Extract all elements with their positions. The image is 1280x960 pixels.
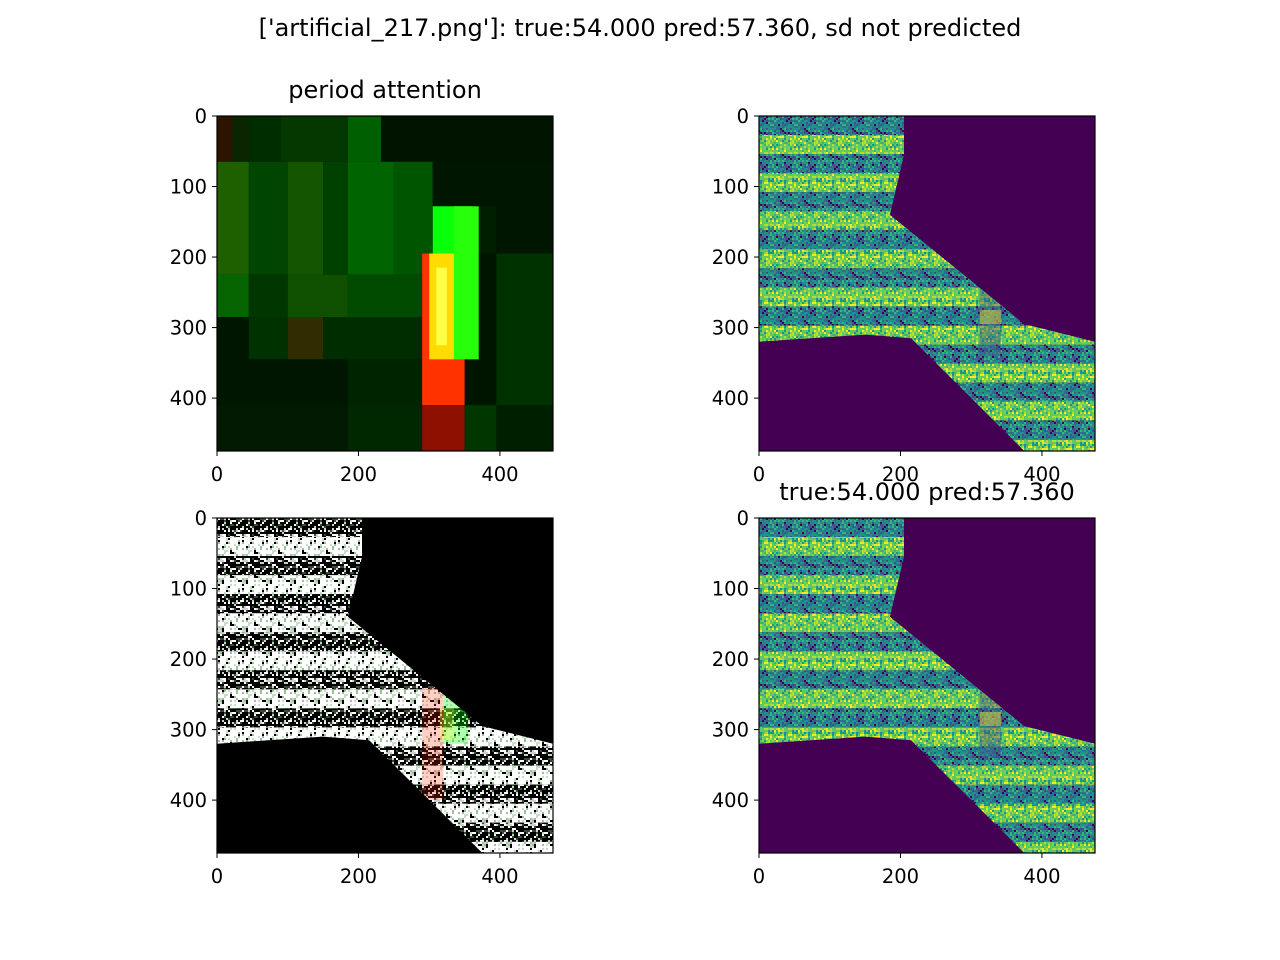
attention-block-25	[347, 359, 423, 406]
attention-block-26	[217, 405, 348, 451]
prediction-image-local-highlight	[979, 711, 1001, 727]
x-tick-label-0-1: 200	[340, 463, 377, 486]
attention-block-18	[347, 274, 423, 317]
axes-frame-3	[758, 517, 1096, 854]
x-tick-label-0-0: 0	[211, 463, 223, 486]
x-tick-label-2-0: 0	[211, 865, 223, 888]
y-tick-label-1-1: 100	[712, 176, 749, 199]
attention-block-10	[347, 161, 394, 275]
attention-block-27	[347, 405, 423, 451]
attention-block-34	[422, 405, 465, 451]
attention-block-32	[436, 267, 447, 346]
y-tick-label-0-1: 100	[170, 176, 207, 199]
y-tick-label-1-2: 200	[712, 246, 749, 269]
attention-overlay	[217, 518, 553, 853]
y-tick-label-0-3: 300	[170, 317, 207, 340]
y-tick-label-2-4: 400	[170, 789, 207, 812]
attention-block-20	[248, 317, 288, 360]
attention-block-4	[347, 116, 382, 162]
axes-frame-2	[216, 517, 554, 854]
input-image-local-highlight	[979, 309, 1001, 325]
x-tick-label-0-2: 400	[481, 463, 518, 486]
attention-block-24	[217, 359, 348, 406]
overlay-red-patch	[422, 687, 444, 801]
y-tick-label-0-4: 400	[170, 387, 207, 410]
x-tick-label-1-0: 0	[753, 463, 765, 486]
attention-block-8	[287, 161, 324, 275]
overlay-yellow-patch	[439, 708, 454, 741]
attention-block-15	[217, 274, 249, 317]
axes-frame-1	[758, 115, 1096, 452]
y-tick-label-2-1: 100	[170, 578, 207, 601]
y-tick-label-3-4: 400	[712, 789, 749, 812]
input-image	[759, 116, 1095, 451]
panel-title-3: true:54.000 pred:57.360	[779, 478, 1075, 506]
y-tick-label-2-0: 0	[195, 507, 207, 530]
attention-block-16	[248, 274, 288, 317]
y-tick-label-2-3: 300	[170, 719, 207, 742]
x-tick-label-3-1: 200	[882, 865, 919, 888]
y-tick-label-3-1: 100	[712, 578, 749, 601]
x-tick-label-2-1: 200	[340, 865, 377, 888]
y-tick-label-1-0: 0	[737, 105, 749, 128]
prediction-image	[759, 518, 1095, 853]
attention-block-29	[496, 405, 553, 451]
attention-block-9	[323, 161, 348, 275]
y-tick-label-2-2: 200	[170, 648, 207, 671]
y-tick-label-0-0: 0	[195, 105, 207, 128]
attention-block-2	[248, 116, 281, 162]
y-tick-label-1-3: 300	[712, 317, 749, 340]
y-tick-label-3-2: 200	[712, 648, 749, 671]
y-tick-label-3-3: 300	[712, 719, 749, 742]
axes-frame-0	[216, 115, 554, 452]
attention-block-17	[287, 274, 348, 317]
attention-block-33	[453, 206, 479, 360]
y-tick-label-3-0: 0	[737, 507, 749, 530]
x-tick-label-3-2: 400	[1023, 865, 1060, 888]
attention-block-21	[287, 317, 324, 360]
attention-block-19	[217, 317, 249, 360]
input-image-local-patch	[979, 285, 1001, 356]
y-tick-label-1-4: 400	[712, 387, 749, 410]
attention-block-7	[248, 161, 288, 275]
panel-title-0: period attention	[288, 76, 482, 104]
x-tick-label-1-1: 200	[882, 463, 919, 486]
figure-suptitle: ['artificial_217.png']: true:54.000 pred…	[258, 14, 1022, 42]
attention-block-1	[232, 116, 249, 162]
attention-heatmap	[217, 116, 553, 451]
attention-block-3	[280, 116, 348, 162]
attention-block-5	[381, 116, 553, 162]
attention-block-23	[496, 253, 553, 406]
attention-block-28	[464, 405, 497, 451]
x-tick-label-2-2: 400	[481, 865, 518, 888]
attention-block-6	[217, 161, 249, 275]
attention-block-0	[217, 116, 233, 162]
attention-block-22	[323, 317, 423, 360]
y-tick-label-0-2: 200	[170, 246, 207, 269]
x-tick-label-3-0: 0	[753, 865, 765, 888]
prediction-image-local-patch	[979, 687, 1001, 758]
x-tick-label-1-2: 400	[1023, 463, 1060, 486]
